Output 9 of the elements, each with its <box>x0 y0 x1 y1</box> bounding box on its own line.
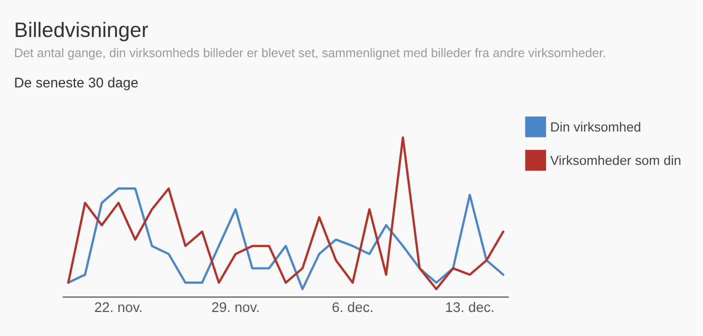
x-tick-label: 13. dec. <box>446 302 494 312</box>
x-tick-label: 22. nov. <box>94 302 142 312</box>
x-tick-label: 29. nov. <box>212 302 259 312</box>
legend-label: Din virksomhed <box>551 122 640 132</box>
text: De seneste 30 dage <box>15 77 138 90</box>
x-tick-label: 6. dec. <box>332 302 372 312</box>
chart-title: Billedvisninger <box>16 22 148 42</box>
legend-label: Virksomheder som din <box>550 155 680 166</box>
chart-subtitle: Det antal gange, din virksomheds billeder er blevet set, sammenlignet med billeder fra andre virksomheder. <box>15 48 605 60</box>
